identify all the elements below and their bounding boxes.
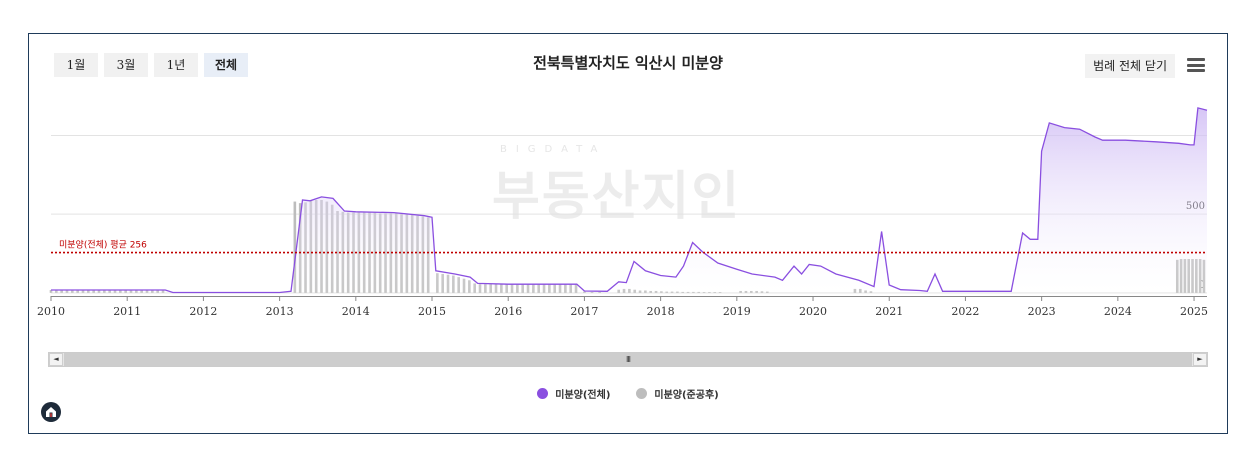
scroll-thumb[interactable]: III (64, 353, 1192, 366)
area-total (51, 107, 1207, 293)
scroll-grip-icon: III (625, 355, 631, 364)
range-tab-1m[interactable]: 1월 (54, 53, 98, 77)
range-tab-1y[interactable]: 1년 (154, 53, 198, 77)
range-tab-all[interactable]: 전체 (204, 53, 248, 77)
legend-marker-completed (636, 388, 648, 399)
scroll-right-button[interactable]: ► (1193, 353, 1207, 366)
watermark-text: 부동산지인 (492, 167, 742, 227)
x-tick-label: 2024 (1104, 305, 1132, 318)
line-total (51, 107, 1208, 294)
x-tick-label: 2015 (418, 305, 446, 318)
chart-title: 전북특별자치도 익산시 미분양 (533, 54, 723, 72)
x-tick-label: 2022 (951, 305, 979, 318)
x-tick-label: 2012 (189, 305, 217, 318)
hamburger-menu-icon[interactable] (1187, 58, 1205, 72)
average-label: 미분양(전체) 평균 256 (59, 240, 147, 251)
x-tick-label: 2020 (799, 305, 827, 318)
x-tick-label: 2025 (1180, 305, 1208, 318)
home-icon[interactable] (41, 402, 61, 422)
legend-item-total[interactable]: 미분양(전체) (537, 386, 610, 401)
x-tick-label: 2018 (647, 305, 675, 318)
chart-scrollbar[interactable]: ◄ III ► (48, 352, 1208, 367)
x-tick-label: 2019 (723, 305, 751, 318)
scroll-left-button[interactable]: ◄ (49, 353, 63, 366)
legend-label-completed: 미분양(준공후) (654, 390, 719, 401)
legend-marker-total (537, 388, 549, 399)
x-tick-label: 2023 (1028, 305, 1056, 318)
x-tick-label: 2016 (494, 305, 522, 318)
range-tab-3m[interactable]: 3월 (104, 53, 148, 77)
x-tick-label: 2013 (266, 305, 294, 318)
house-icon (46, 407, 56, 417)
legend-label-total: 미분양(전체) (555, 390, 611, 401)
x-tick-label: 2010 (37, 305, 65, 318)
chart-container: 1월 3월 1년 전체 전북특별자치도 익산시 미분양 범례 전체 닫기 BIG… (28, 33, 1228, 434)
watermark-logo: BIGDATA 부동산지인 (492, 144, 742, 229)
bar-completed (293, 201, 297, 293)
legend-item-completed[interactable]: 미분양(준공후) (636, 386, 719, 401)
watermark-tagline: BIGDATA (500, 144, 607, 155)
range-tabs: 1월 3월 1년 전체 (54, 53, 248, 77)
x-tick-label: 2017 (570, 305, 598, 318)
x-tick-label: 2011 (113, 305, 141, 318)
legend-toggle-button[interactable]: 범례 전체 닫기 (1085, 54, 1175, 78)
x-tick-label: 2014 (342, 305, 370, 318)
chart-legend: 미분양(전체) 미분양(준공후) (29, 386, 1227, 401)
chart-plot: 0500201020112012201320142015201620172018… (37, 107, 1208, 318)
x-tick-label: 2021 (875, 305, 903, 318)
